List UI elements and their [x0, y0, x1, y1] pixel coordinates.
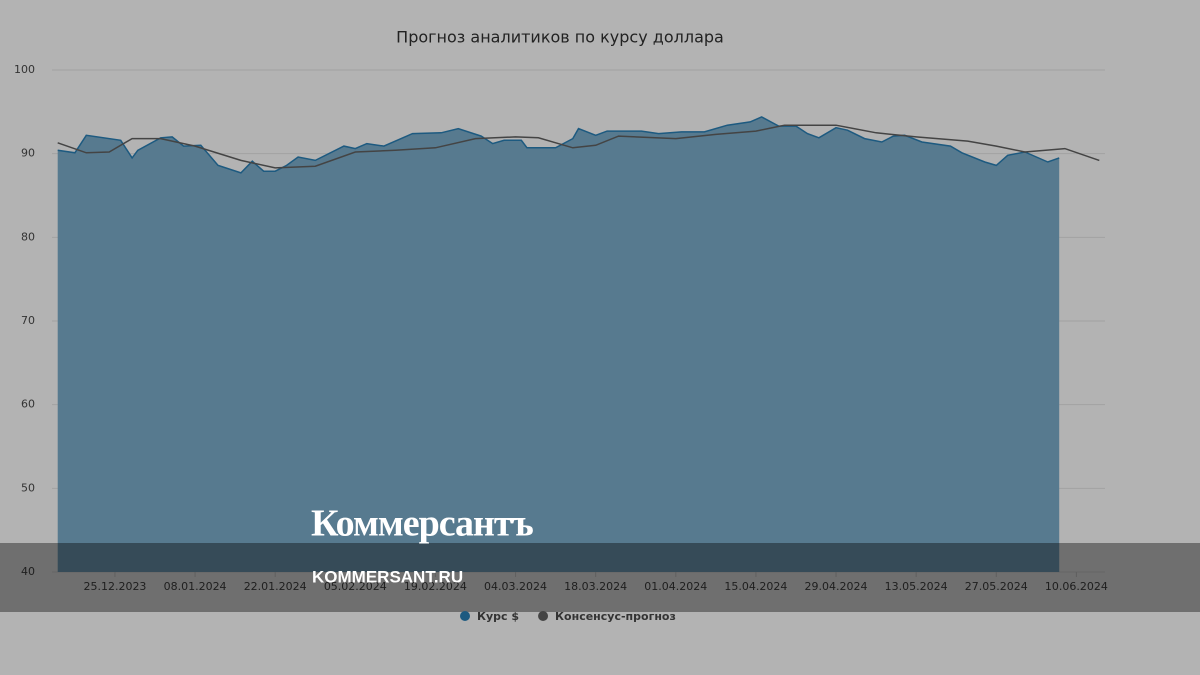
legend-label[interactable]: Курс $	[477, 610, 519, 623]
area-line	[57, 116, 1060, 174]
x-tick-label: 22.01.2024	[244, 580, 307, 593]
y-tick-label: 100	[14, 63, 35, 76]
y-tick-label: 60	[21, 398, 35, 411]
line	[57, 124, 1100, 169]
x-tick-label: 01.04.2024	[644, 580, 707, 593]
chart-title: Прогноз аналитиков по курсу доллара	[396, 28, 724, 47]
y-tick-label: 40	[21, 565, 35, 578]
x-tick-label: 04.03.2024	[484, 580, 547, 593]
x-tick-label: 25.12.2023	[83, 580, 146, 593]
x-tick-label: 27.05.2024	[965, 580, 1028, 593]
watermark-logo: Коммерсантъ	[311, 503, 534, 545]
watermark-band	[0, 543, 1200, 612]
legend: Курс $ Консенсус-прогноз	[460, 610, 676, 623]
legend-label[interactable]: Консенсус-прогноз	[555, 610, 676, 623]
x-tick-label: 29.04.2024	[805, 580, 868, 593]
x-tick-label: 18.03.2024	[564, 580, 627, 593]
area-fill	[57, 116, 1060, 573]
legend-marker[interactable]	[538, 611, 549, 621]
x-tick-label: 13.05.2024	[885, 580, 948, 593]
x-tick-label: 08.01.2024	[164, 580, 227, 593]
plot: 40 50 60 70 80 90 100 25.12.2023 08.01.2024 22.01…	[14, 63, 1108, 593]
x-tick-label: 05.02.2024	[324, 580, 387, 593]
x-tick-label: 19.02.2024	[404, 580, 467, 593]
y-tick-label: 90	[21, 147, 35, 160]
legend-marker[interactable]	[460, 611, 470, 621]
y-tick-label: 80	[21, 230, 35, 243]
watermark-url: KOMMERSANT.RU	[312, 567, 463, 586]
x-tick-label: 15.04.2024	[724, 580, 787, 593]
y-tick-label: 70	[21, 314, 35, 327]
x-tick-label: 10.06.2024	[1045, 580, 1108, 593]
y-tick-label: 50	[21, 481, 35, 494]
